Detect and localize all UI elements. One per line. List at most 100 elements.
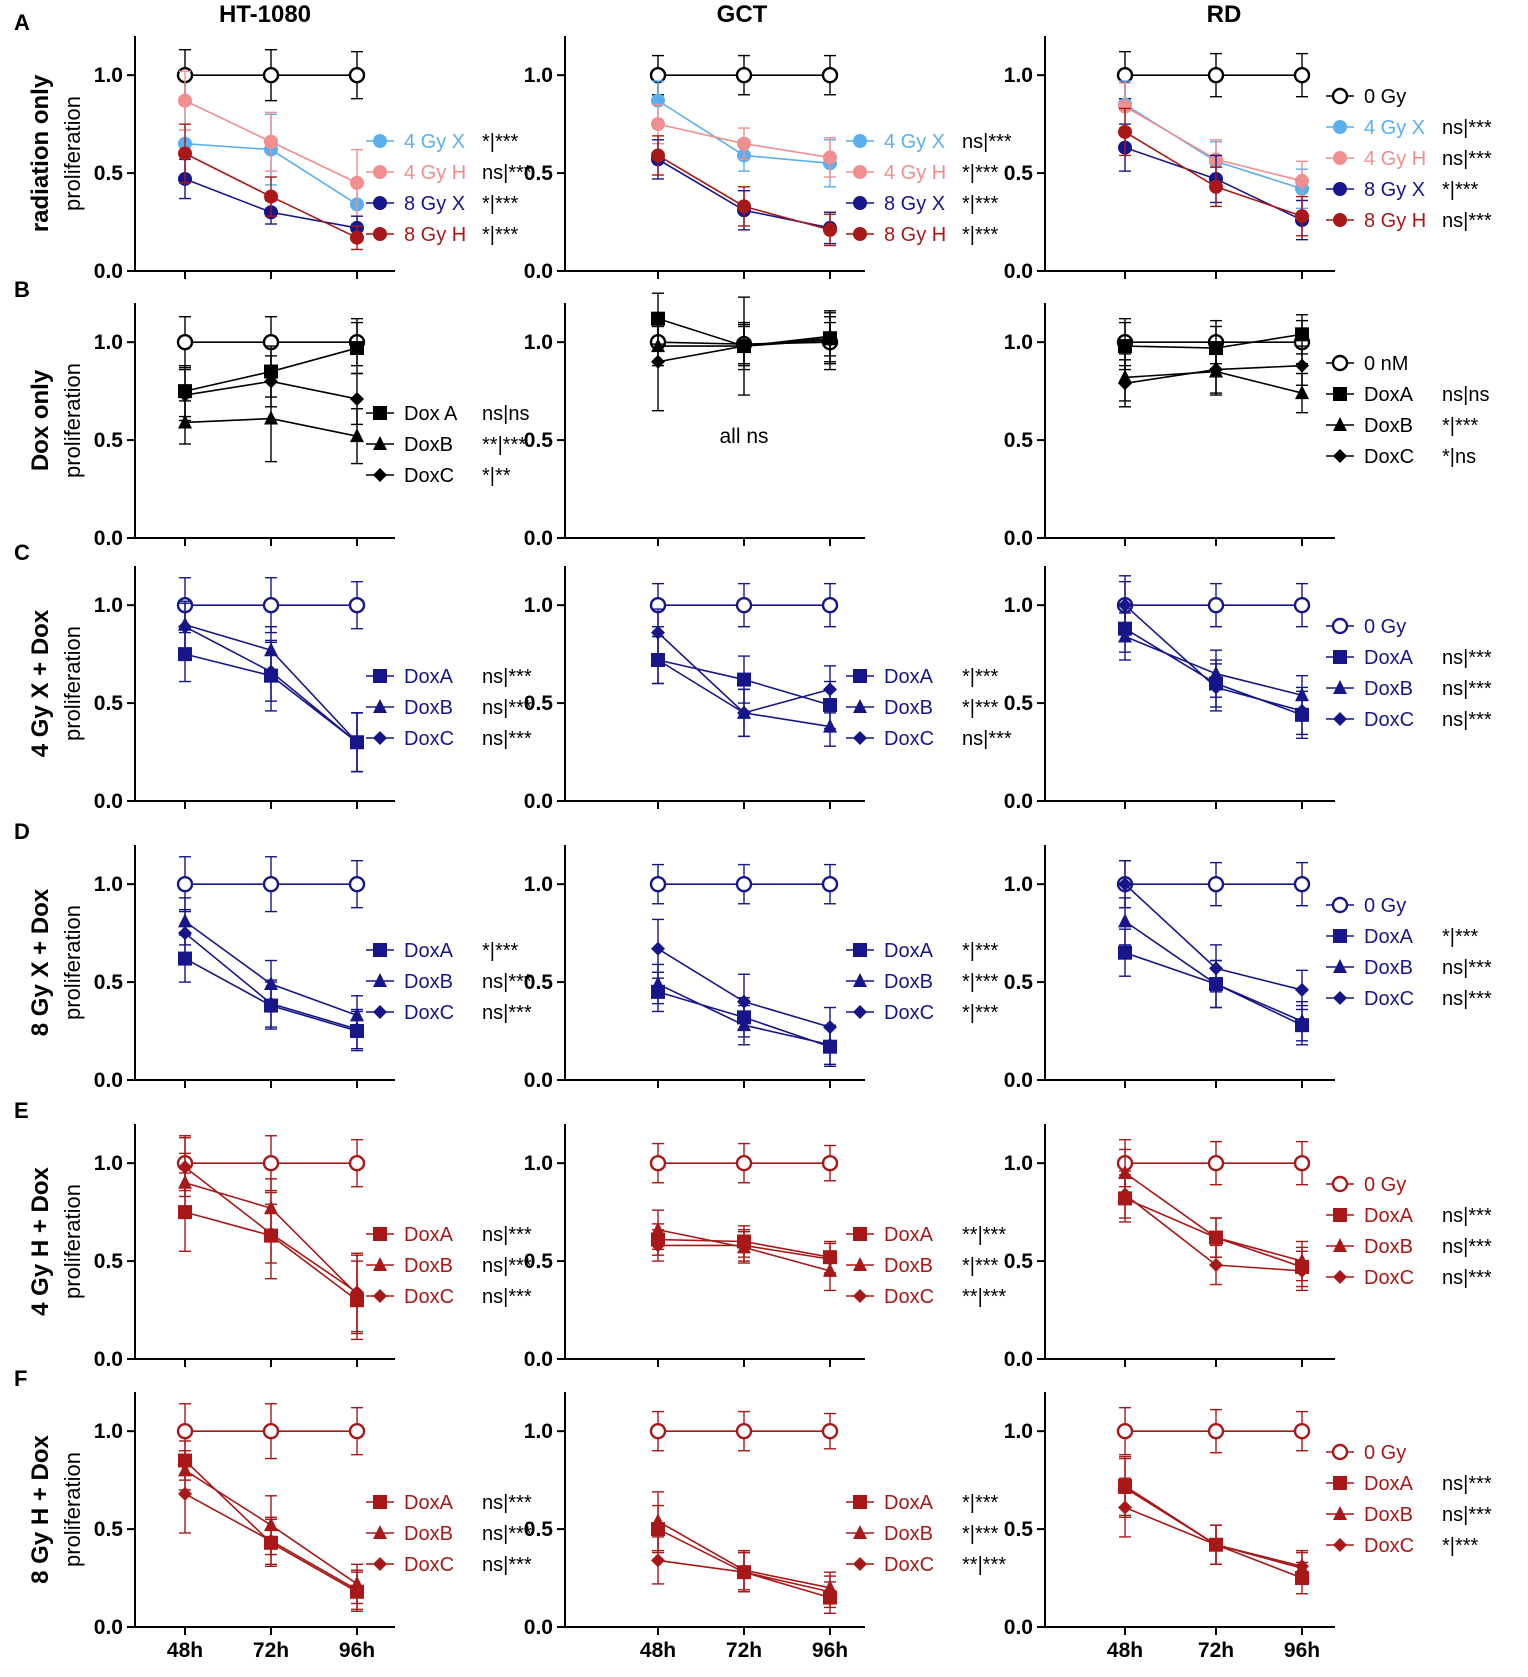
panel-C-gct: 0.0 0.5 1.0 DoxA *|*** DoxB *|*** DoxC ns|***: [524, 566, 1012, 813]
row-title: Dox only: [27, 369, 54, 471]
legend-marker: [1331, 617, 1349, 635]
legend-stat: *|***: [482, 224, 519, 246]
legend-label: DoxA: [1364, 384, 1414, 406]
legend-label: 8 Gy H: [1364, 210, 1426, 232]
data-point: [1209, 680, 1223, 695]
legend-marker: [853, 943, 867, 957]
legend-marker: [373, 1495, 387, 1509]
legend-marker: [853, 1525, 867, 1539]
legend-label: DoxC: [1364, 446, 1414, 468]
legend-label: 0 nM: [1364, 353, 1408, 375]
legend-label: 8 Gy X: [884, 193, 945, 215]
panel-D-ht-1080: D 8 Gy X + Dox proliferation 0.0 0.5 1.0 DoxA *…: [14, 819, 532, 1092]
data-point: [1293, 875, 1311, 893]
legend-label: DoxB: [884, 697, 933, 719]
data-point: [735, 1422, 753, 1440]
legend-label: 0 Gy: [1364, 86, 1406, 108]
legend-stat: ns|***: [482, 162, 532, 184]
data-point: [262, 1154, 280, 1172]
data-point: [1118, 913, 1132, 928]
legend-label: 0 Gy: [1364, 1174, 1406, 1196]
legend-marker: [373, 165, 387, 179]
y-tick-label: 0.0: [524, 1069, 553, 1092]
data-point: [350, 735, 364, 750]
y-tick-label: 0.0: [524, 260, 553, 283]
legend-stat: ns|***: [962, 131, 1012, 153]
legend-marker: [373, 731, 387, 745]
row-title: 4 Gy H + Dox: [27, 1166, 54, 1315]
data-point: [176, 333, 194, 351]
legend-marker: [1333, 151, 1347, 165]
legend-stat: ns|***: [1442, 117, 1492, 139]
data-point: [1118, 945, 1132, 960]
legend-marker: [373, 406, 387, 420]
legend-label: DoxC: [404, 728, 454, 750]
data-point: [651, 941, 665, 956]
legend-label: 4 Gy H: [884, 162, 946, 184]
legend-stat: ns|***: [1442, 1504, 1492, 1526]
y-tick-label: 1.0: [94, 873, 123, 896]
y-axis-label: proliferation: [60, 905, 85, 1020]
data-point: [1207, 1154, 1225, 1172]
legend-label: 8 Gy X: [1364, 179, 1425, 201]
legend-label: 0 Gy: [1364, 1442, 1406, 1464]
legend-label: DoxC: [404, 1002, 454, 1024]
data-point: [1207, 596, 1225, 614]
legend-marker: [1333, 1506, 1347, 1520]
panel-annotation: all ns: [719, 425, 768, 448]
legend-label: DoxA: [884, 1224, 934, 1246]
x-tick-label: 48h: [167, 1639, 203, 1662]
legend-stat: ns|***: [482, 1523, 532, 1545]
legend-marker: [853, 227, 867, 241]
data-point: [737, 994, 751, 1009]
legend-label: DoxA: [404, 940, 454, 962]
data-point: [1207, 1422, 1225, 1440]
legend-label: DoxB: [404, 971, 453, 993]
series-0-gy: [649, 1410, 839, 1452]
legend-stat: *|***: [962, 1255, 999, 1277]
legend: DoxA ns|*** DoxB ns|*** DoxC ns|***: [366, 666, 532, 750]
legend-marker: [1333, 1270, 1347, 1284]
data-point: [350, 230, 364, 245]
y-tick-label: 0.0: [1004, 1616, 1033, 1639]
legend-marker: [1333, 1538, 1347, 1552]
series-doxc: [178, 355, 364, 426]
data-point: [823, 1020, 837, 1035]
data-point: [350, 428, 364, 443]
data-point: [735, 66, 753, 84]
legend-marker: [1331, 896, 1349, 914]
series-doxc: [1118, 1170, 1309, 1292]
y-tick-label: 1.0: [1004, 594, 1033, 617]
legend: DoxA **|*** DoxB *|*** DoxC **|***: [846, 1224, 1006, 1308]
legend-label: DoxC: [1364, 1535, 1414, 1557]
y-tick-label: 0.0: [94, 1069, 123, 1092]
legend-marker: [853, 1557, 867, 1571]
data-point: [178, 414, 192, 429]
legend-stat: *|***: [1442, 1535, 1479, 1557]
legend-stat: *|***: [962, 224, 999, 246]
data-point: [264, 374, 278, 389]
data-point: [823, 718, 837, 733]
legend: 4 Gy X ns|*** 4 Gy H *|*** 8 Gy X *|*** 8 Gy H…: [846, 131, 1012, 246]
legend-marker: [1333, 991, 1347, 1005]
legend-stat: *|***: [482, 131, 519, 153]
x-tick-label: 48h: [1107, 1639, 1143, 1662]
data-point: [651, 1221, 665, 1236]
legend-stat: *|***: [962, 1002, 999, 1024]
y-tick-label: 0.0: [94, 1616, 123, 1639]
y-tick-label: 0.0: [1004, 1069, 1033, 1092]
legend-label: Dox A: [404, 403, 458, 425]
legend-stat: ns|***: [482, 1224, 532, 1246]
data-point: [823, 1252, 837, 1267]
data-point: [1295, 385, 1309, 400]
y-tick-label: 0.5: [94, 1518, 124, 1541]
legend-label: DoxA: [884, 666, 934, 688]
legend-label: DoxC: [1364, 988, 1414, 1010]
data-point: [1118, 99, 1132, 114]
legend-marker: [373, 436, 387, 450]
legend-label: DoxB: [1364, 1236, 1413, 1258]
legend-label: 4 Gy H: [1364, 148, 1426, 170]
legend-label: DoxC: [1364, 709, 1414, 731]
data-point: [737, 339, 751, 354]
